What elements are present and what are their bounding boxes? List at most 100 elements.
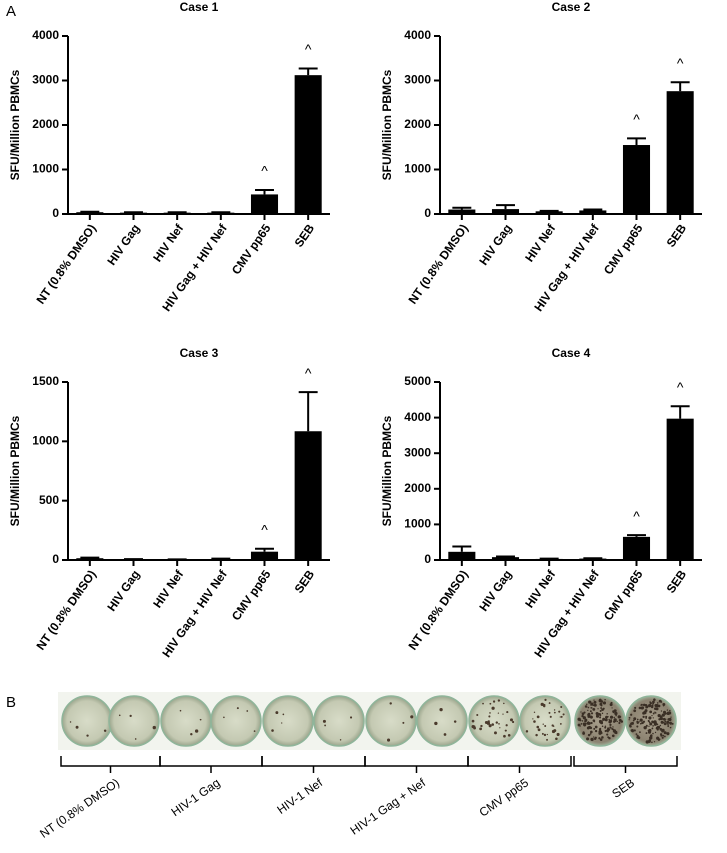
spot: [611, 707, 613, 709]
spot: [636, 736, 639, 739]
spot: [637, 736, 641, 740]
group-bracket: [261, 756, 366, 773]
spot: [525, 730, 529, 733]
spot: [610, 727, 612, 729]
spot: [542, 723, 544, 725]
spot: [658, 718, 661, 721]
spot: [612, 710, 615, 713]
spot: [594, 725, 598, 729]
spot: [491, 723, 495, 726]
spot: [669, 709, 671, 712]
spot: [246, 710, 249, 712]
spot: [604, 729, 607, 733]
spot: [612, 720, 616, 723]
spot: [664, 720, 667, 723]
spot: [666, 709, 669, 711]
spot: [543, 733, 547, 737]
spot: [582, 731, 585, 734]
spot: [636, 720, 639, 723]
y-axis-label: SFU/Million PBMCs: [380, 69, 394, 180]
x-tick-label: NT (0.8% DMSO): [33, 222, 98, 307]
spot: [499, 727, 501, 729]
spot: [663, 731, 667, 735]
spot: [643, 725, 647, 730]
spot: [615, 714, 617, 717]
spot: [537, 728, 541, 732]
bar: [163, 212, 191, 214]
spot: [660, 710, 663, 712]
spot: [223, 716, 225, 719]
spot: [549, 715, 552, 718]
spot: [634, 706, 637, 709]
group-bracket: [364, 756, 469, 773]
spot: [586, 721, 590, 725]
spot: [654, 722, 658, 726]
spot: [324, 724, 327, 727]
spot: [604, 718, 608, 722]
spot: [658, 699, 662, 703]
spot: [636, 734, 639, 738]
spot: [608, 718, 610, 721]
spot: [600, 700, 604, 703]
spot: [613, 716, 615, 719]
y-tick-label: 2000: [32, 117, 59, 131]
spot: [511, 719, 513, 721]
spot: [599, 713, 602, 716]
group-label: CMV pp65: [477, 775, 532, 819]
spot: [541, 732, 544, 735]
spot: [190, 733, 193, 736]
spot: [473, 726, 476, 730]
spot: [577, 723, 581, 727]
spot: [664, 735, 666, 738]
spot: [152, 725, 156, 730]
spot: [607, 736, 610, 739]
spot: [652, 712, 655, 715]
group-bracket: [159, 756, 263, 773]
spot: [587, 709, 589, 712]
spot: [599, 709, 602, 712]
spot: [614, 711, 618, 716]
spot: [640, 703, 643, 706]
spot: [471, 719, 475, 723]
well: [160, 695, 212, 747]
spot: [582, 716, 586, 720]
spot: [612, 726, 614, 728]
spot: [581, 720, 584, 722]
bar: [207, 559, 235, 561]
spot: [655, 727, 658, 729]
significance-marker: ^: [677, 55, 684, 71]
spot: [597, 708, 599, 710]
spot: [652, 725, 654, 727]
y-axis-label: SFU/Million PBMCs: [8, 415, 22, 526]
spot: [590, 721, 593, 725]
spot: [503, 734, 506, 738]
spot: [580, 722, 583, 725]
spot: [653, 741, 656, 743]
y-tick-label: 1000: [404, 162, 431, 176]
bar: [76, 212, 104, 214]
spot: [387, 738, 391, 742]
spot: [670, 716, 672, 718]
spot: [589, 701, 592, 703]
spot: [600, 721, 604, 725]
spot: [494, 731, 497, 735]
spot: [648, 721, 651, 724]
spot: [609, 721, 611, 724]
spot: [552, 725, 555, 727]
spot: [666, 732, 670, 736]
x-tick-label: NT (0.8% DMSO): [405, 568, 470, 653]
spot: [577, 717, 581, 721]
panel-label: B: [6, 694, 16, 711]
spot: [507, 733, 511, 737]
spot: [592, 707, 596, 711]
spot: [497, 699, 501, 702]
spot: [616, 720, 619, 723]
spot: [604, 725, 607, 728]
spot: [505, 724, 508, 727]
spot: [589, 710, 592, 713]
spot: [495, 721, 498, 724]
spot: [602, 701, 607, 705]
y-tick-label: 0: [52, 206, 59, 220]
spot: [581, 714, 584, 718]
spot: [583, 711, 586, 714]
